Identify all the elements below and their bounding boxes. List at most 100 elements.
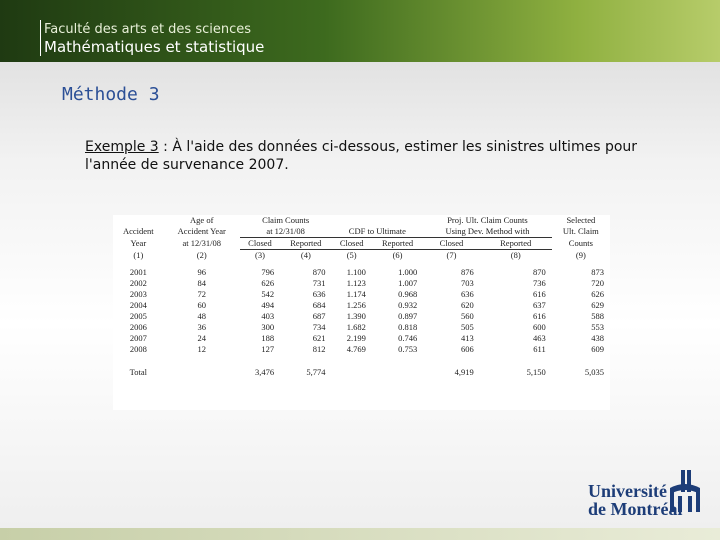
cell: 5,035 <box>584 367 604 377</box>
header-divider <box>40 20 41 56</box>
cell: Year <box>130 238 147 248</box>
table-row: 2004 60 494 684 1.256 0.932 620 637 629 <box>113 300 610 311</box>
cell: 188 <box>261 333 275 343</box>
th: Age of <box>190 215 214 225</box>
faculty: Faculté des arts et des sciences <box>44 22 252 37</box>
cell: 413 <box>460 333 474 343</box>
cell: 5,774 <box>306 367 326 377</box>
cell: 96 <box>197 267 206 277</box>
cell: 731 <box>312 278 326 288</box>
cell: 637 <box>532 300 546 310</box>
cell: 36 <box>197 322 206 332</box>
cell: 687 <box>312 311 326 321</box>
cell: 1.007 <box>398 278 418 288</box>
cell: (9) <box>575 249 586 260</box>
cell: Reported <box>371 237 424 250</box>
cell: 2003 <box>129 289 147 299</box>
th: Using Dev. Method with <box>423 226 552 238</box>
example-label: Exemple 3 <box>85 139 159 155</box>
cell: 616 <box>532 311 546 321</box>
example-text: Exemple 3 : À l'aide des données ci-dess… <box>85 138 665 174</box>
cell: 1.256 <box>346 300 366 310</box>
cell: 60 <box>197 300 206 310</box>
cell: 2004 <box>129 300 147 310</box>
cell: Reported <box>280 237 332 250</box>
cell: 494 <box>261 300 275 310</box>
cell: 4.769 <box>346 344 366 354</box>
cell: 4,919 <box>454 367 474 377</box>
cell: Closed <box>239 237 281 250</box>
cell: 616 <box>532 289 546 299</box>
cell: 127 <box>261 344 275 354</box>
cell: 403 <box>261 311 275 321</box>
table-panel: Age of Claim Counts Proj. Ult. Claim Cou… <box>113 215 610 410</box>
cell: Reported <box>479 237 552 250</box>
table-row: 2006 36 300 734 1.682 0.818 505 600 553 <box>113 322 610 333</box>
cell: 2006 <box>129 322 147 332</box>
cell: 796 <box>261 267 275 277</box>
cell: 609 <box>591 344 604 354</box>
table-row: 2002 84 626 731 1.123 1.007 703 736 720 <box>113 278 610 289</box>
cell: (1) <box>133 249 144 260</box>
cell: 0.968 <box>398 289 418 299</box>
cell: 636 <box>460 289 474 299</box>
cell: 2007 <box>129 333 147 343</box>
table-row: 2008 12 127 812 4.769 0.753 606 611 609 <box>113 344 610 355</box>
cell: Closed <box>331 237 372 250</box>
cell: 1.174 <box>346 289 366 299</box>
logo-line: Université <box>588 481 667 501</box>
cell: 621 <box>312 333 326 343</box>
claims-table: Age of Claim Counts Proj. Ult. Claim Cou… <box>113 215 610 378</box>
table-row: 2005 48 403 687 1.390 0.897 560 616 588 <box>113 311 610 322</box>
cell: Total <box>129 367 147 377</box>
cell: (6) <box>392 250 403 260</box>
th: CDF to Ultimate <box>331 226 424 238</box>
logo-icon <box>670 470 700 512</box>
header-band <box>0 0 720 62</box>
cell: 734 <box>312 322 326 332</box>
cell: 626 <box>591 289 604 299</box>
th: at 12/31/08 <box>239 226 332 238</box>
cell: 636 <box>312 289 326 299</box>
cell: (7) <box>446 250 457 260</box>
cell: 720 <box>591 278 604 288</box>
department: Mathématiques et statistique <box>44 38 265 56</box>
cell: 876 <box>460 267 474 277</box>
cell: 620 <box>460 300 474 310</box>
cell: (3) <box>255 250 265 260</box>
cell: 2005 <box>129 311 147 321</box>
cell: 0.932 <box>398 300 418 310</box>
cell: 1.123 <box>346 278 366 288</box>
th: Accident Year <box>177 226 226 237</box>
cell: 1.000 <box>398 267 418 277</box>
cell: 438 <box>591 333 604 343</box>
cell: 24 <box>197 333 206 343</box>
th: Accident <box>122 226 154 237</box>
logo-text: Université de Montréal <box>588 482 682 518</box>
cell: 300 <box>261 322 275 332</box>
th: Selected <box>566 215 596 225</box>
cell: 870 <box>312 267 326 277</box>
cell: 463 <box>532 333 546 343</box>
cell: 0.818 <box>398 322 418 332</box>
cell: Counts <box>568 238 593 248</box>
logo-line: de Montréal <box>588 499 683 519</box>
example-body: : À l'aide des données ci-dessous, estim… <box>85 139 638 173</box>
cell: 5,150 <box>526 367 546 377</box>
cell: 873 <box>591 267 604 277</box>
cell: 1.100 <box>346 267 366 277</box>
th: Claim Counts <box>262 215 310 225</box>
cell: (8) <box>510 250 521 260</box>
cell: 0.897 <box>398 311 418 321</box>
cell: 588 <box>591 311 604 321</box>
cell: 542 <box>261 289 275 299</box>
cell: 1.682 <box>346 322 366 332</box>
cell: 870 <box>532 267 546 277</box>
cell: 626 <box>261 278 275 288</box>
cell <box>332 355 372 378</box>
cell: 560 <box>460 311 474 321</box>
cell <box>372 355 423 378</box>
cell: (2) <box>196 249 207 260</box>
table-row: 2007 24 188 621 2.199 0.746 413 463 438 <box>113 333 610 344</box>
